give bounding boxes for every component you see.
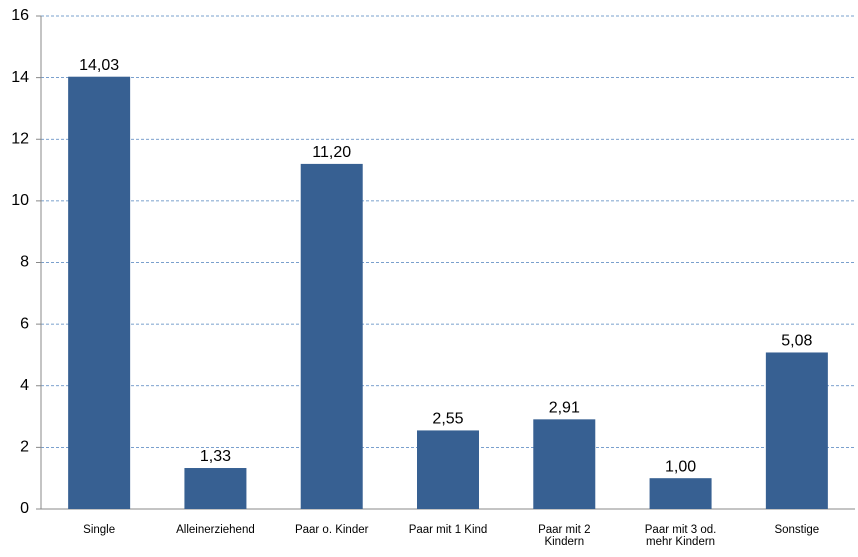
y-tick-label: 2 (20, 439, 29, 456)
x-tick-label: Single (83, 524, 116, 536)
y-tick-label: 10 (11, 192, 29, 209)
bar (68, 76, 131, 509)
y-tick-label: 14 (11, 69, 29, 86)
value-label: 14,03 (79, 57, 119, 74)
y-tick-label: 8 (20, 254, 29, 271)
x-tick-label: Paar mit 1 Kind (408, 524, 488, 536)
bar (417, 430, 479, 509)
y-tick-label: 0 (20, 500, 29, 517)
value-label: 2,91 (549, 400, 580, 417)
x-tick-label: Paar o. Kinder (294, 524, 369, 536)
x-tick-label: Paar mit 2 Kindern (538, 524, 591, 548)
value-label: 1,33 (200, 448, 231, 465)
bar (533, 419, 596, 509)
value-label: 5,08 (781, 333, 812, 350)
y-tick-label: 16 (11, 7, 29, 24)
bar (184, 468, 247, 509)
x-tick-label: Alleinerziehend (176, 524, 255, 536)
x-tick-label: Paar mit 3 od. mehr Kindern (644, 524, 717, 548)
x-tick-label: Sonstige (774, 524, 820, 536)
value-label: 2,55 (432, 411, 463, 428)
value-label: 11,20 (312, 144, 351, 161)
y-tick-label: 12 (11, 130, 29, 147)
bar (765, 352, 828, 509)
bar (300, 163, 363, 509)
value-label: 1,00 (665, 458, 696, 475)
y-tick-label: 4 (20, 377, 29, 394)
bar (649, 478, 712, 509)
y-tick-label: 6 (20, 315, 29, 332)
